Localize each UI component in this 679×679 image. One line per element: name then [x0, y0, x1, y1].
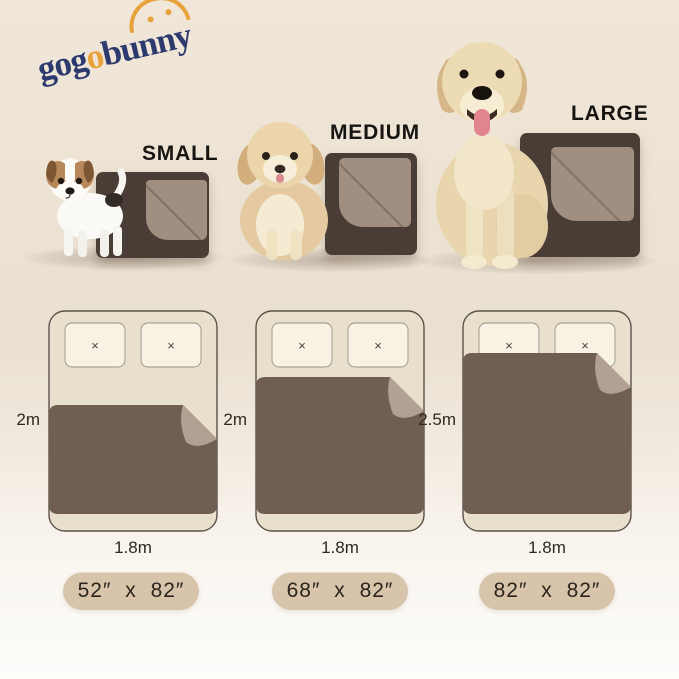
bed2-width-label: 1.8m	[321, 538, 359, 557]
bed1-height-label: 2m	[16, 410, 40, 429]
pillow-stitch-mark: ×	[298, 338, 306, 353]
blanket-shape	[49, 405, 217, 514]
size-badge-medium: 68″ x 82″	[272, 572, 408, 610]
bed3-height-label: 2.5m	[418, 410, 456, 429]
size-heading-large: LARGE	[571, 102, 649, 125]
bed-diagram-small: × ×	[48, 310, 218, 532]
blanket-fold-corner	[181, 405, 217, 446]
size-badge-small: 52″ x 82″	[63, 572, 199, 610]
blanket-fold-corner	[388, 377, 424, 418]
bed2-height-label: 2m	[223, 410, 247, 429]
small-blanket-fold-seam	[145, 179, 207, 240]
bed-diagram-large: × ×	[462, 310, 632, 532]
medium-blanket-product-image	[325, 153, 417, 255]
size-heading-medium: MEDIUM	[330, 121, 420, 144]
large-blanket-fold-seam	[551, 146, 634, 222]
bed1-width-label: 1.8m	[114, 538, 152, 557]
blanket-shape	[256, 377, 424, 514]
small-blanket-fold	[145, 179, 207, 240]
fluffy-tan-puppy-image	[237, 122, 328, 260]
size-heading-small: SMALL	[142, 142, 219, 165]
brand-logo-text-1: gog	[33, 39, 91, 89]
pillow-stitch-mark: ×	[374, 338, 382, 353]
size-badge-large: 82″ x 82″	[479, 572, 615, 610]
pillow-stitch-mark: ×	[505, 338, 513, 353]
blanket-fold-corner	[595, 353, 631, 394]
golden-retriever-image	[436, 42, 548, 269]
medium-blanket-fold	[338, 158, 411, 228]
bed3-width-label: 1.8m	[528, 538, 566, 557]
bed-diagram-medium: × ×	[255, 310, 425, 532]
jack-russell-puppy-image	[46, 158, 127, 257]
medium-blanket-fold-seam	[338, 158, 411, 228]
blanket-shape	[463, 353, 631, 514]
pillow-stitch-mark: ×	[91, 338, 99, 353]
large-blanket-fold	[551, 146, 634, 222]
pillow-stitch-mark: ×	[167, 338, 175, 353]
brand-logo: gogobunny	[33, 0, 195, 89]
pillow-stitch-mark: ×	[581, 338, 589, 353]
